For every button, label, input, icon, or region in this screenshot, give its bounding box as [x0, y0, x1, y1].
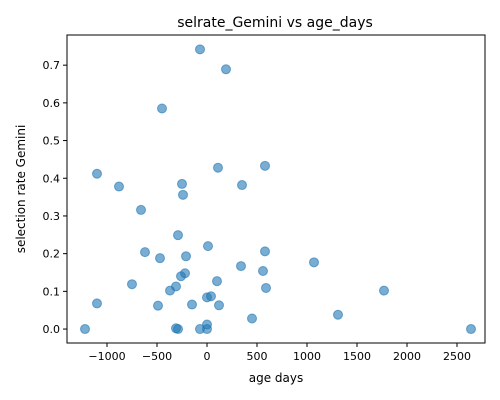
data-point [261, 282, 271, 293]
data-point [178, 189, 188, 200]
data-point [140, 247, 150, 258]
plot-frame [66, 34, 486, 344]
data-point [212, 276, 222, 287]
chart-title: selrate_Gemini vs age_days [177, 15, 373, 31]
y-tick-label: 0.5 [43, 135, 61, 148]
data-point [213, 162, 223, 173]
data-point [173, 324, 183, 335]
x-tick-label: 0 [204, 350, 211, 363]
x-axis-label: age days [249, 371, 304, 385]
data-point [379, 285, 389, 296]
data-point [203, 241, 213, 252]
data-point [309, 257, 319, 268]
data-point [237, 180, 247, 191]
data-point [195, 44, 205, 55]
data-point [466, 324, 476, 335]
y-tick-label: 0.7 [43, 59, 61, 72]
x-tick-label: −1000 [88, 350, 125, 363]
data-point [181, 251, 191, 262]
data-point [177, 178, 187, 189]
x-tick-label: 2500 [443, 350, 471, 363]
data-point [258, 265, 268, 276]
y-tick-label: 0.4 [43, 172, 61, 185]
data-point [173, 230, 183, 241]
data-points [80, 44, 476, 335]
data-point [260, 160, 270, 171]
data-point [114, 181, 124, 192]
data-point [127, 279, 137, 290]
data-point [260, 246, 270, 257]
x-tick-label: −500 [142, 350, 172, 363]
y-tick-label: 0.1 [43, 285, 61, 298]
data-point [221, 64, 231, 75]
x-tick-label: 500 [247, 350, 268, 363]
y-tick-label: 0.2 [43, 248, 61, 261]
data-point [155, 253, 165, 264]
y-axis-label: selection rate Gemini [14, 125, 28, 254]
data-point [236, 261, 246, 272]
data-point [202, 324, 212, 335]
data-point [206, 291, 216, 302]
data-point [136, 204, 146, 215]
data-point [153, 300, 163, 311]
x-tick-label: 1500 [343, 350, 371, 363]
x-tick-label: 1000 [293, 350, 321, 363]
y-tick-label: 0.6 [43, 97, 61, 110]
data-point [80, 324, 90, 335]
data-point [333, 309, 343, 320]
data-point [180, 268, 190, 279]
data-point [92, 168, 102, 179]
y-tick-label: 0.3 [43, 210, 61, 223]
data-point [171, 281, 181, 292]
x-tick-label: 2000 [393, 350, 421, 363]
data-point [92, 298, 102, 309]
axis-ticks: −1000 −500 0 500 1000 1500 2000 2500 0.0 0.1 0.2 0.… [43, 59, 472, 363]
data-point [157, 103, 167, 114]
data-point [247, 313, 257, 324]
data-point [187, 299, 197, 310]
data-point [214, 300, 224, 311]
y-tick-label: 0.0 [43, 323, 61, 336]
